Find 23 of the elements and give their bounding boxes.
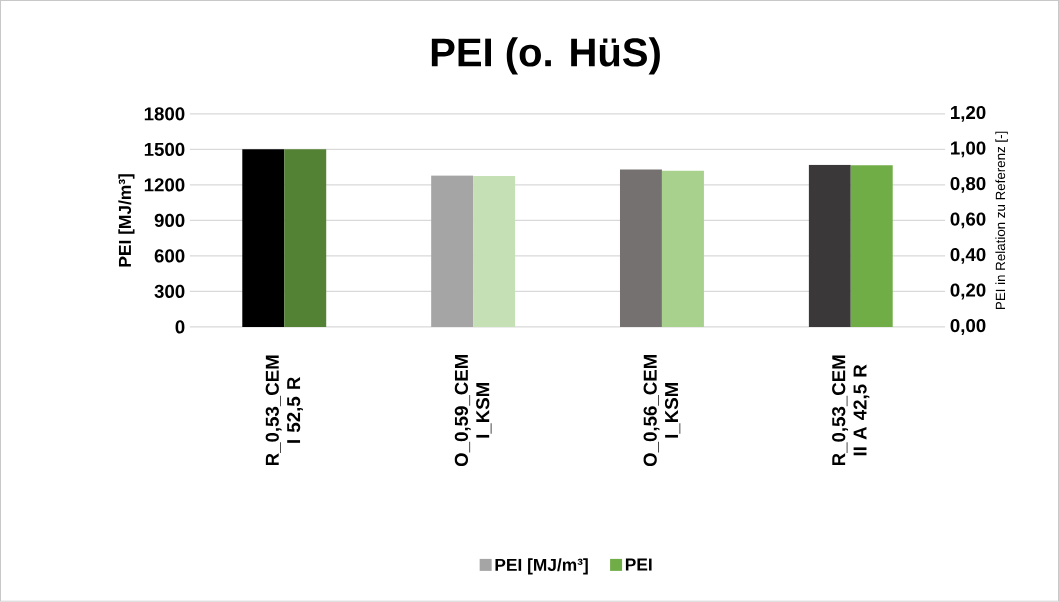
y-tick-label: 600 bbox=[154, 249, 185, 263]
x-tick-label: O_0,59_CEM I_KSM bbox=[454, 355, 492, 467]
y2-tick-label: 1,00 bbox=[951, 141, 986, 158]
y2-tick-label: 0,00 bbox=[950, 319, 986, 335]
x-tick-label: R_0,53_CEM II A 42,5 R bbox=[832, 355, 870, 466]
y-tick-label: 1500 bbox=[144, 142, 185, 157]
y2-axis-title: PEI in Relation zu Referenz [-] bbox=[995, 131, 1008, 310]
y-tick-label: 900 bbox=[154, 213, 185, 228]
y2-tick-label: 0,20 bbox=[950, 283, 986, 300]
legend-label: PEI bbox=[625, 558, 652, 571]
x-tick-label: R_0,53_CEM I 52,5 R bbox=[265, 355, 303, 466]
chart-title: PEI (o. HüS) bbox=[431, 37, 660, 75]
y-axis-title: PEI [MJ/m³] bbox=[118, 174, 135, 267]
y-tick-label: 0 bbox=[175, 320, 185, 334]
legend-label: PEI [MJ/m³] bbox=[495, 558, 588, 575]
y-tick-label: 1800 bbox=[144, 107, 185, 121]
y2-tick-label: 0,40 bbox=[950, 248, 986, 264]
y2-tick-label: 1,20 bbox=[951, 105, 986, 122]
y2-tick-label: 0,80 bbox=[950, 176, 986, 193]
y-tick-label: 1200 bbox=[144, 178, 185, 192]
x-tick-label: O_0,56_CEM I_KSM bbox=[643, 355, 681, 467]
y2-tick-label: 0,60 bbox=[950, 212, 986, 229]
y-tick-label: 300 bbox=[154, 284, 185, 299]
